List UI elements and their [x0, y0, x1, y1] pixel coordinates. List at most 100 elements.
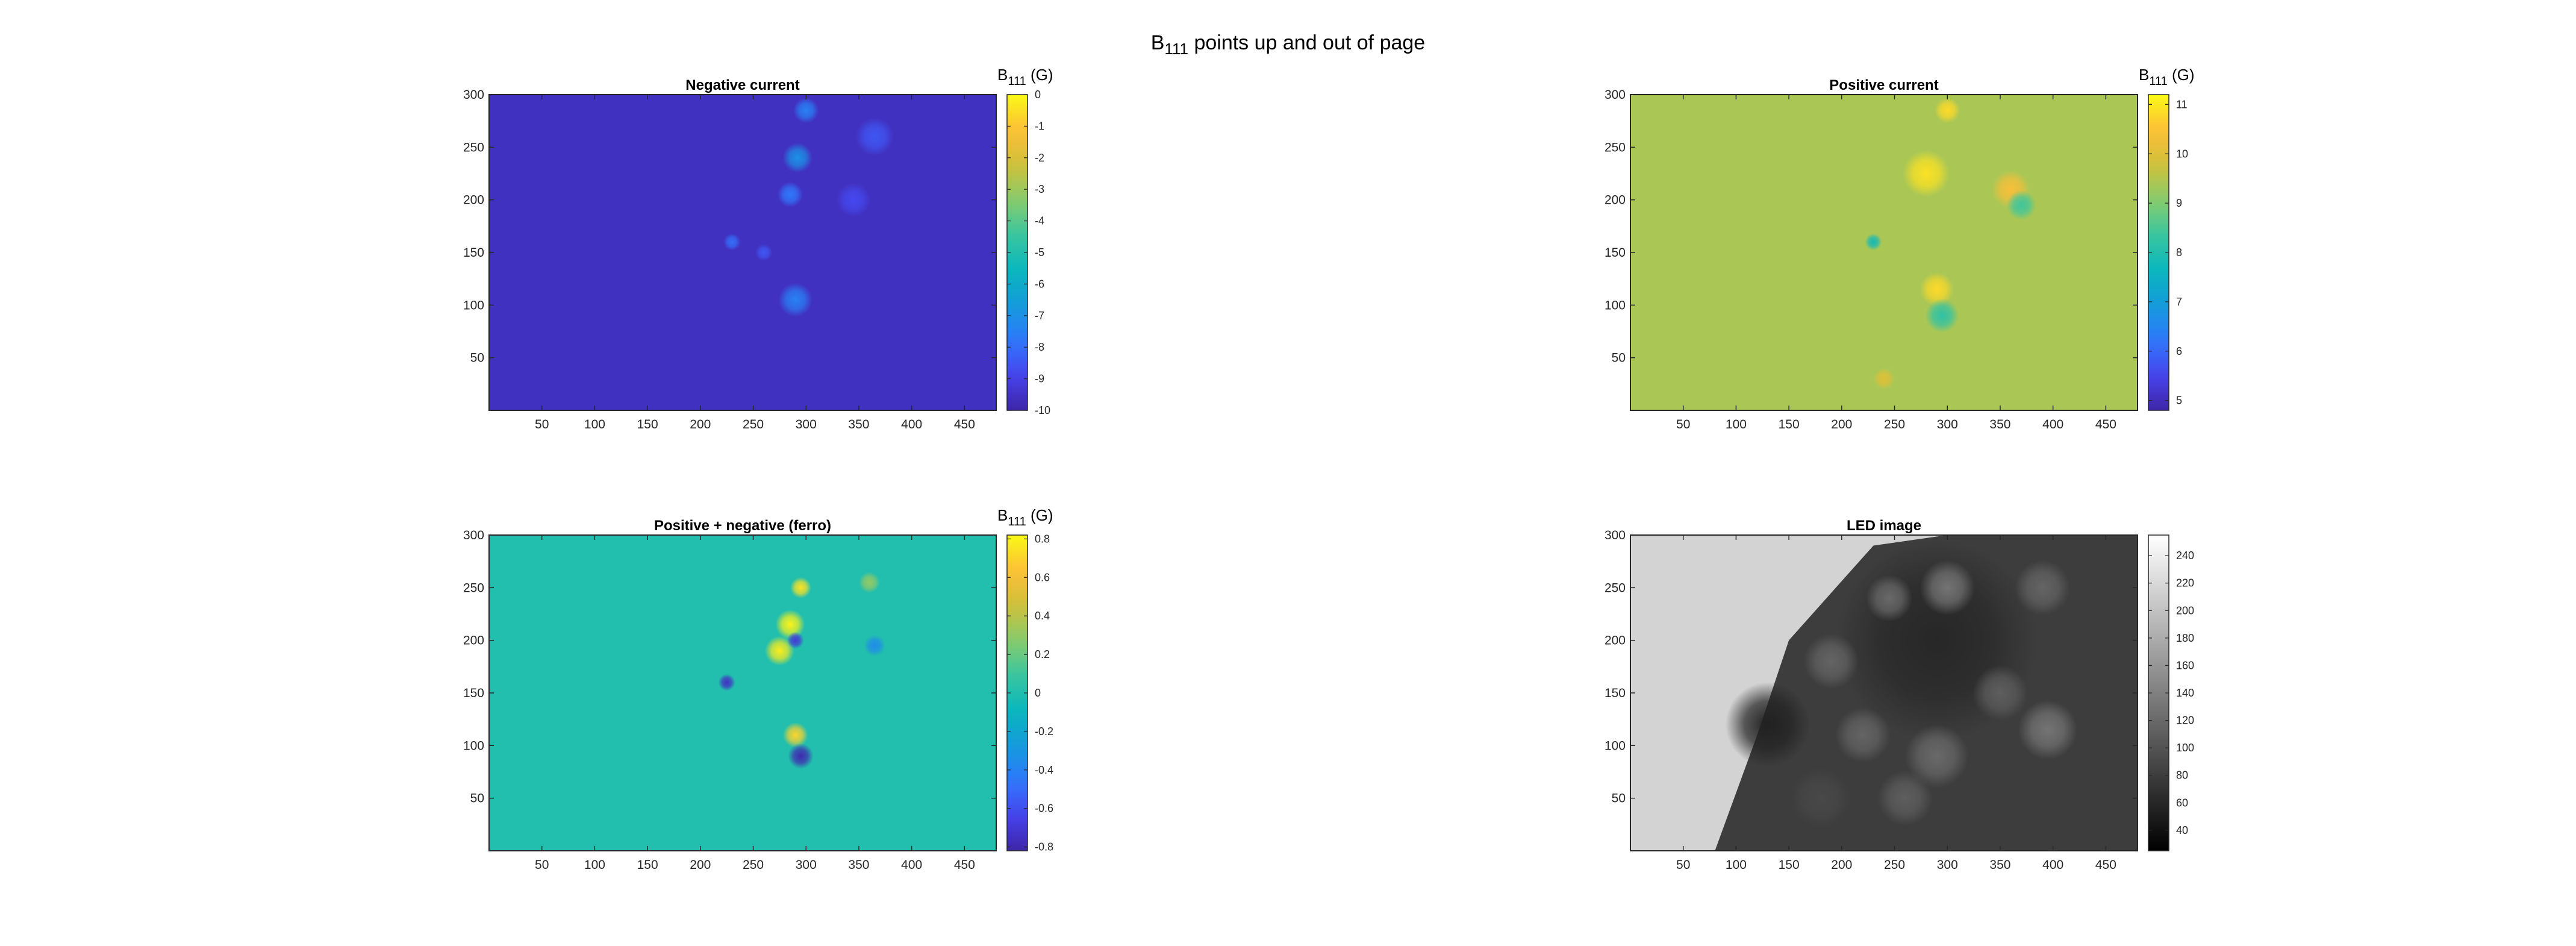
heatmap-feature [1925, 298, 1959, 333]
chart-panel-4: LED image 50 100 150 200 250 300 350 400 450 50 100… [1605, 518, 2194, 872]
colorbar-tick-label: 5 [2176, 395, 2182, 407]
heatmap-feature [718, 674, 735, 691]
x-tick-label: 450 [2095, 418, 2116, 431]
x-tick-label: 50 [1676, 418, 1690, 431]
x-tick-label: 50 [535, 418, 549, 431]
y-tick-label: 100 [1605, 739, 1626, 753]
heatmap-feature [1791, 768, 1850, 828]
y-tick-label: 50 [1612, 792, 1626, 806]
heatmap-feature [764, 636, 794, 666]
y-tick-label: 150 [463, 246, 484, 260]
colorbar-tick-label: 100 [2176, 742, 2194, 754]
chart-title: Positive current [1829, 77, 1938, 93]
colorbar-tick-label: 8 [2176, 246, 2182, 258]
heatmap-feature [855, 117, 894, 156]
x-tick-label: 100 [1726, 858, 1747, 872]
heatmap-feature [1865, 233, 1882, 251]
figure-title: B111 points up and out of page [1150, 31, 1426, 58]
colorbar-tick-label: -8 [1035, 341, 1044, 353]
colorbar-tick-label: -6 [1035, 278, 1044, 290]
colorbar: 40 60 80 100 120 140 160 180 200 220 240 [2148, 534, 2194, 851]
x-tick-label: 150 [637, 418, 658, 431]
colorbar-label: B111 (G) [2139, 66, 2195, 88]
x-tick-label: 400 [2042, 418, 2063, 431]
colorbar-tick-label: 7 [2176, 296, 2182, 308]
heatmap-feature [837, 183, 871, 217]
heatmap-feature [777, 181, 803, 207]
heatmap-feature [1973, 665, 2028, 721]
x-tick-label: 100 [584, 858, 605, 872]
x-tick-label: 300 [1937, 418, 1958, 431]
heatmap-feature [864, 634, 885, 656]
colorbar-tick-label: -2 [1035, 152, 1044, 164]
x-tick-label: 250 [743, 418, 764, 431]
heatmap-feature [775, 609, 805, 640]
chart-panel-2: Positive current 50 100 150 200 250 300 350 400 4… [1605, 66, 2195, 431]
y-tick-label: 150 [1605, 246, 1626, 260]
heatmap-feature [1835, 707, 1891, 763]
colorbar-tick-label: -1 [1035, 120, 1044, 132]
heatmap-feature [1725, 682, 1810, 767]
x-tick-label: 400 [901, 418, 922, 431]
colorbar-tick-label: 0 [1035, 687, 1041, 699]
x-tick-label: 300 [796, 858, 817, 872]
x-tick-label: 200 [1831, 418, 1852, 431]
heatmap-feature [788, 743, 814, 769]
x-tick-label: 350 [1989, 858, 2010, 872]
x-tick-label: 400 [901, 858, 922, 872]
heatmap-feature [778, 283, 812, 317]
chart-panel-1: Negative current 50 100 150 200 250 300 350 400 4… [463, 66, 1053, 431]
heatmap-feature [2006, 190, 2036, 220]
y-tick-label: 50 [1612, 351, 1626, 365]
heatmap-background [489, 535, 996, 851]
colorbar-label: B111 (G) [997, 66, 1053, 88]
colorbar-tick-label: 0.4 [1035, 610, 1050, 622]
y-tick-label: 50 [470, 792, 484, 806]
colorbar-tick-label: 180 [2176, 632, 2194, 644]
colorbar-tick-label: 0.6 [1035, 571, 1050, 583]
y-tick-label: 100 [463, 298, 484, 312]
y-tick-label: 300 [1605, 528, 1626, 542]
y-tick-label: 200 [1605, 634, 1626, 648]
x-tick-label: 400 [2042, 858, 2063, 872]
heatmap-feature [1935, 98, 1960, 124]
x-tick-label: 350 [1989, 418, 2010, 431]
heatmap-feature [787, 631, 804, 649]
heatmap-feature [1920, 272, 1954, 307]
colorbar-tick-label: 6 [2176, 345, 2182, 357]
heatmap-feature [1905, 724, 1969, 788]
colorbar-tick-label: -5 [1035, 246, 1044, 258]
y-tick-label: 250 [463, 140, 484, 154]
chart-panel-3: Positive + negative (ferro) 50 100 150 200 25… [463, 506, 1053, 872]
y-tick-label: 200 [463, 634, 484, 648]
heatmap-feature [723, 233, 741, 251]
colorbar-tick-label: 60 [2176, 797, 2188, 809]
x-tick-label: 350 [848, 418, 869, 431]
colorbar-tick-label: -10 [1035, 404, 1050, 416]
y-tick-label: 150 [463, 686, 484, 700]
colorbar-tick-label: 120 [2176, 715, 2194, 727]
colorbar-tick-label: -0.8 [1035, 841, 1053, 853]
colorbar-tick-label: 10 [2176, 148, 2188, 160]
colorbar-tick-label: -9 [1035, 373, 1044, 385]
x-tick-label: 450 [954, 858, 975, 872]
y-tick-label: 250 [1605, 140, 1626, 154]
colorbar: 5 6 7 8 9 10 11 B111 (G) [2139, 66, 2195, 411]
heatmap-feature [790, 577, 812, 598]
colorbar-tick-label: -3 [1035, 183, 1044, 195]
chart-title: LED image [1847, 518, 1921, 534]
y-tick-label: 150 [1605, 686, 1626, 700]
x-tick-label: 150 [1779, 418, 1800, 431]
y-tick-label: 300 [463, 88, 484, 102]
colorbar-tick-label: 220 [2176, 577, 2194, 589]
colorbar-tick-label: -7 [1035, 310, 1044, 322]
chart-title: Positive + negative (ferro) [654, 518, 831, 534]
x-tick-label: 350 [848, 858, 869, 872]
colorbar-tick-label: 80 [2176, 769, 2188, 782]
colorbar-tick-label: -4 [1035, 215, 1044, 227]
x-tick-label: 100 [584, 418, 605, 431]
y-tick-label: 200 [463, 193, 484, 207]
heatmap-feature [1877, 771, 1933, 826]
x-tick-label: 250 [1884, 418, 1905, 431]
